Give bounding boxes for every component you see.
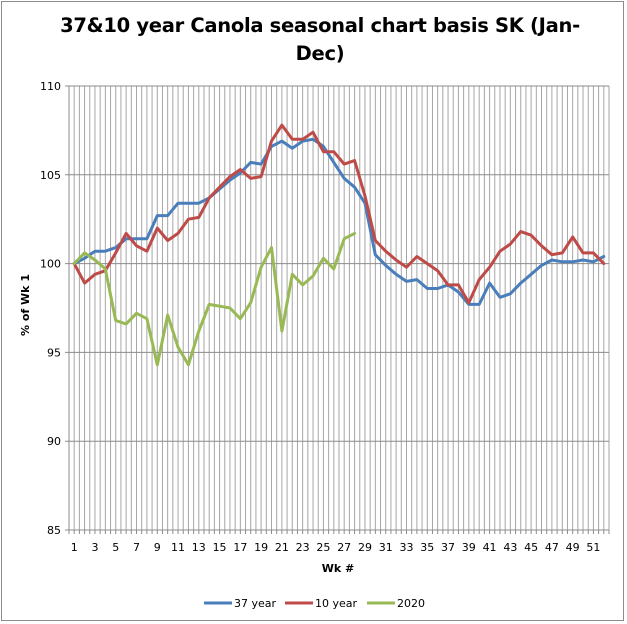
legend: 37 year 10 year 2020 (204, 597, 425, 610)
x-tick-label: 29 (358, 541, 372, 554)
x-tick-label: 39 (462, 541, 476, 554)
series-line-37-year (72, 137, 606, 306)
y-axis: 85 90 95 100 105 110 (40, 80, 61, 537)
x-tick-label: 21 (275, 541, 289, 554)
x-axis: 1 3 5 7 9 11 13 15 17 19 21 23 25 27 29 31 33 35 37 39 41 43 4… (68, 86, 610, 554)
y-tick-label: 110 (40, 80, 61, 93)
x-tick-label: 1 (71, 541, 78, 554)
x-axis-label: Wk # (322, 562, 355, 575)
x-tick-label: 25 (316, 541, 330, 554)
x-tick-label: 13 (192, 541, 206, 554)
legend-item: 10 year (285, 597, 358, 610)
x-tick-label: 3 (91, 541, 98, 554)
x-tick-label: 11 (171, 541, 185, 554)
x-tick-label: 15 (213, 541, 227, 554)
x-tick-label: 41 (483, 541, 497, 554)
y-tick-label: 95 (47, 346, 61, 359)
y-tick-label: 105 (40, 169, 61, 182)
legend-item: 2020 (367, 597, 425, 610)
x-tick-label: 17 (233, 541, 247, 554)
x-tick-label: 35 (420, 541, 434, 554)
legend-label: 2020 (397, 597, 425, 610)
x-tick-label: 23 (296, 541, 310, 554)
x-tick-label: 27 (337, 541, 351, 554)
gridlines (65, 85, 610, 531)
x-tick-label: 7 (133, 541, 140, 554)
x-tick-label: 5 (112, 541, 119, 554)
y-tick-label: 100 (40, 258, 61, 271)
y-tick-label: 90 (47, 435, 61, 448)
x-tick-label: 31 (379, 541, 393, 554)
x-tick-label: 43 (503, 541, 517, 554)
x-tick-label: 45 (524, 541, 538, 554)
x-tick-label: 49 (566, 541, 580, 554)
series-lines (72, 123, 606, 367)
series-line-2020 (72, 231, 357, 367)
x-tick-label: 19 (254, 541, 268, 554)
legend-label: 37 year (234, 597, 277, 610)
x-tick-label: 33 (400, 541, 414, 554)
x-tick-label: 37 (441, 541, 455, 554)
legend-item: 37 year (204, 597, 277, 610)
chart-title: 37&10 year Canola seasonal chart basis S… (60, 14, 580, 65)
x-tick-label: 47 (545, 541, 559, 554)
x-tick-label: 51 (586, 541, 600, 554)
series-line-10-year (72, 123, 606, 305)
x-tick-label: 9 (154, 541, 161, 554)
legend-label: 10 year (315, 597, 358, 610)
y-axis-label: % of Wk 1 (19, 274, 32, 336)
y-tick-label: 85 (47, 524, 61, 537)
